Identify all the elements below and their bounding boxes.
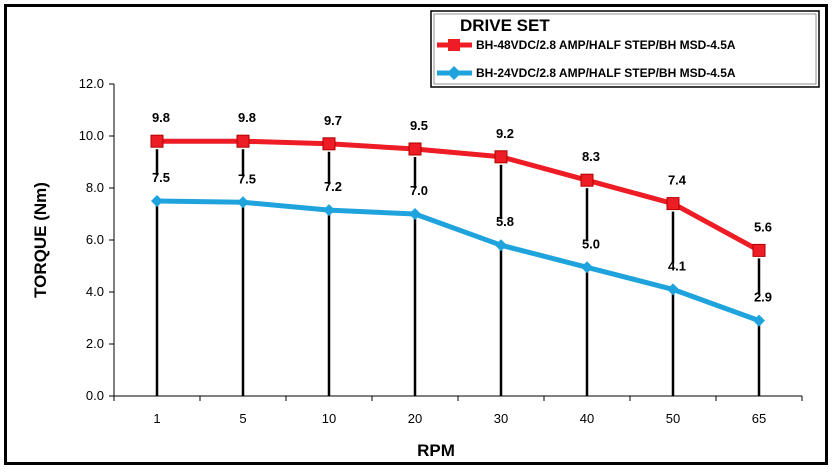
data-label: 7.5: [238, 171, 256, 186]
y-ticks: 0.0 2.0 4.0 6.0 8.0 10.0 12.0: [79, 76, 114, 403]
series-marker: [151, 195, 163, 207]
series-marker: [667, 283, 679, 296]
y-axis-title: TORQUE (Nm): [31, 182, 50, 298]
y-tick-label: 6.0: [86, 232, 104, 247]
series-line: [157, 138, 761, 253]
x-tick-label: 10: [322, 411, 336, 426]
x-tick-label: 1: [153, 411, 160, 426]
y-tick-label: 4.0: [86, 284, 104, 299]
x-ticks: 1 5 10 20 30 40 50 65: [113, 396, 803, 426]
x-axis-title: RPM: [417, 441, 455, 460]
series-marker: [580, 173, 594, 187]
x-tick-label: 20: [408, 411, 422, 426]
series-marker: [752, 243, 766, 257]
data-label: 7.5: [152, 170, 170, 185]
data-label: 9.8: [152, 110, 170, 125]
data-label: 4.1: [668, 258, 686, 273]
data-label: 2.9: [754, 290, 772, 305]
legend-title: DRIVE SET: [460, 16, 550, 35]
series-marker: [237, 196, 249, 209]
series-marker: [753, 314, 765, 327]
data-label: 7.0: [410, 183, 428, 198]
x-tick-label: 40: [580, 411, 594, 426]
x-tick-label: 5: [239, 411, 246, 426]
data-label: 8.3: [582, 149, 600, 164]
data-label: 7.4: [668, 173, 687, 188]
y-tick-label: 10.0: [79, 128, 104, 143]
x-tick-label: 30: [494, 411, 508, 426]
data-label: 5.0: [582, 236, 600, 251]
data-labels: 9.8 9.8 9.7 9.5 9.2 8.3 7.4 5.6 7.5 7.5 7.2 7.0 5.8 5…: [152, 110, 772, 304]
legend-items: BH-48VDC/2.8 AMP/HALF STEP/BH MSD-4.5A BH…: [437, 38, 736, 80]
series-marker: [323, 204, 335, 217]
data-label: 9.7: [324, 113, 342, 128]
series-marker: [495, 239, 507, 252]
legend: DRIVE SET BH-48VDC/2.8 AMP/HALF STEP/BH …: [430, 10, 820, 88]
data-label: 7.2: [324, 179, 342, 194]
series-marker: [409, 208, 421, 220]
legend-box: [430, 10, 820, 88]
legend-swatch-marker: [448, 39, 460, 51]
legend-box-shadow: [433, 13, 817, 85]
y-tick-label: 12.0: [79, 76, 104, 91]
data-label: 5.8: [496, 214, 514, 229]
series-marker: [408, 142, 422, 156]
x-tick-label: 65: [752, 411, 766, 426]
series-marker: [236, 134, 250, 148]
y-tick-label: 0.0: [86, 388, 104, 403]
data-label: 5.6: [754, 219, 772, 234]
series-marker: [581, 261, 593, 274]
legend-swatch-marker: [447, 66, 461, 80]
series-marker: [322, 137, 336, 151]
x-tick-label: 50: [666, 411, 680, 426]
series-layer: [150, 134, 766, 327]
axes: [113, 84, 802, 397]
series-marker: [150, 134, 164, 148]
series-marker: [494, 150, 508, 164]
y-tick-label: 8.0: [86, 180, 104, 195]
data-label: 9.5: [410, 118, 428, 133]
data-label: 9.8: [238, 110, 256, 125]
series-marker: [666, 197, 680, 211]
drop-lines: [155, 149, 761, 396]
legend-label: BH-24VDC/2.8 AMP/HALF STEP/BH MSD-4.5A: [476, 66, 736, 80]
legend-label: BH-48VDC/2.8 AMP/HALF STEP/BH MSD-4.5A: [476, 38, 736, 52]
data-label: 9.2: [496, 126, 514, 141]
series-line: [156, 198, 760, 323]
y-tick-label: 2.0: [86, 336, 104, 351]
